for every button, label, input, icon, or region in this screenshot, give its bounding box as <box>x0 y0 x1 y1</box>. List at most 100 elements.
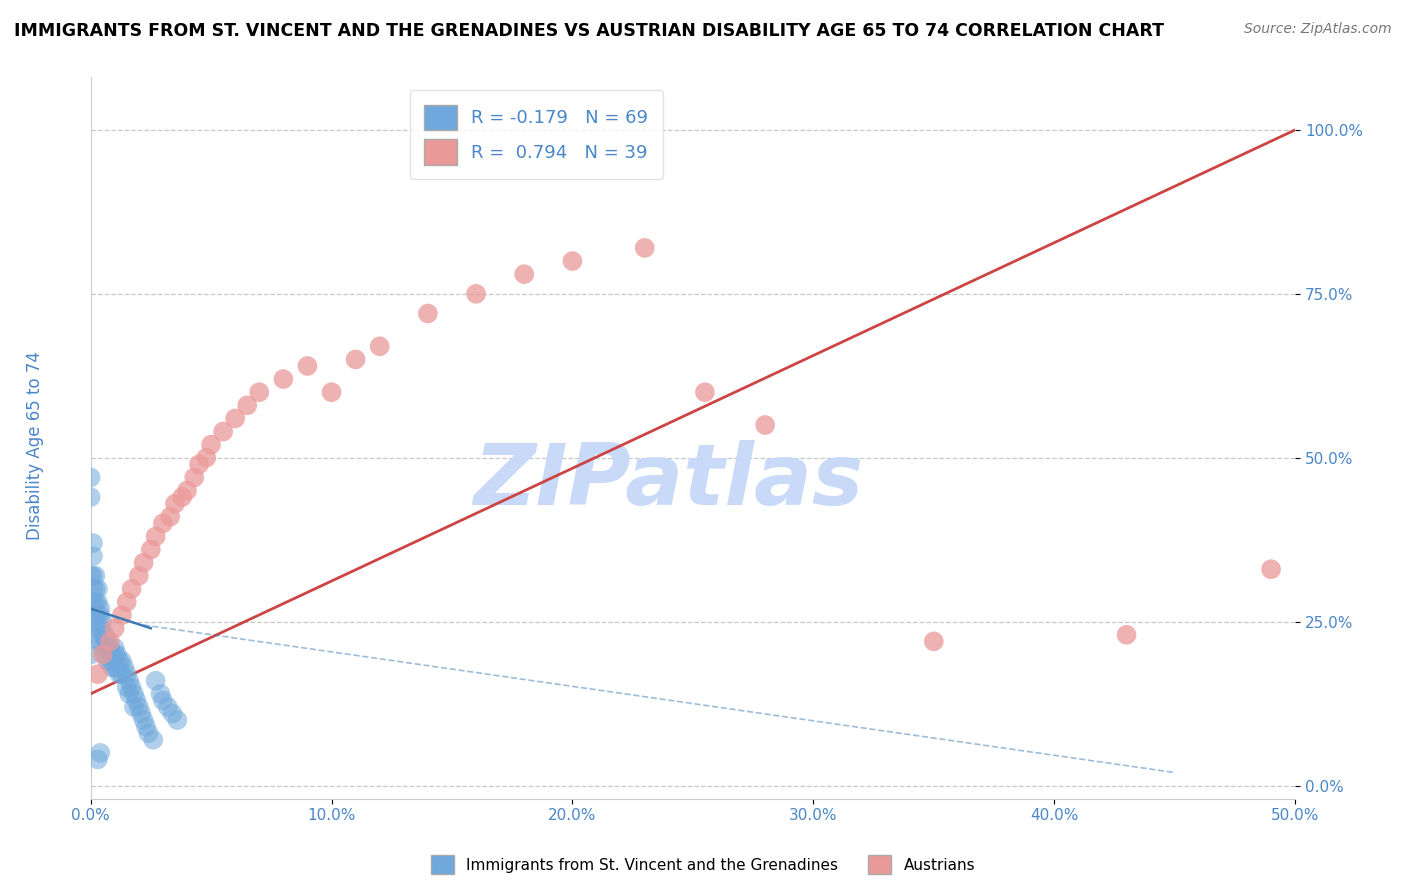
Point <box>108 654 131 668</box>
Text: Source: ZipAtlas.com: Source: ZipAtlas.com <box>1244 22 1392 37</box>
Point <box>273 372 295 386</box>
Point <box>89 601 111 615</box>
Point <box>754 417 776 432</box>
Point <box>145 673 167 688</box>
Point <box>101 660 124 674</box>
Point <box>79 490 101 504</box>
Text: IMMIGRANTS FROM ST. VINCENT AND THE GRENADINES VS AUSTRIAN DISABILITY AGE 65 TO : IMMIGRANTS FROM ST. VINCENT AND THE GREN… <box>14 22 1164 40</box>
Point <box>634 241 657 255</box>
Point <box>247 385 270 400</box>
Point <box>101 648 124 662</box>
Point <box>105 648 128 662</box>
Point <box>172 490 194 504</box>
Point <box>87 752 110 766</box>
Point <box>152 693 174 707</box>
Point <box>321 385 343 400</box>
Point <box>465 286 488 301</box>
Point <box>129 706 152 721</box>
Point <box>87 667 110 681</box>
Point <box>368 339 391 353</box>
Point <box>98 654 121 668</box>
Point <box>162 706 184 721</box>
Point <box>121 582 143 596</box>
Point <box>176 483 198 498</box>
Point <box>84 608 107 623</box>
Point <box>108 667 131 681</box>
Point <box>236 398 259 412</box>
Point <box>115 667 138 681</box>
Point <box>922 634 945 648</box>
Point <box>89 634 111 648</box>
Point <box>693 385 716 400</box>
Point <box>94 628 117 642</box>
Point <box>513 267 536 281</box>
Point <box>82 595 104 609</box>
Point <box>195 450 218 465</box>
Point <box>149 687 172 701</box>
Point <box>132 556 155 570</box>
Point <box>96 654 118 668</box>
Point <box>84 595 107 609</box>
Point <box>96 640 118 655</box>
Point <box>1260 562 1282 576</box>
Point <box>132 713 155 727</box>
Point <box>111 608 134 623</box>
Point <box>89 621 111 635</box>
Point <box>104 660 127 674</box>
Point <box>82 569 104 583</box>
Point <box>561 254 583 268</box>
Point <box>104 648 127 662</box>
Point <box>224 411 246 425</box>
Point <box>138 726 160 740</box>
Point <box>115 595 138 609</box>
Point <box>79 648 101 662</box>
Point <box>212 425 235 439</box>
Point <box>135 720 157 734</box>
Point <box>122 687 145 701</box>
Point <box>82 536 104 550</box>
Point <box>79 569 101 583</box>
Point <box>152 516 174 531</box>
Point <box>87 595 110 609</box>
Point <box>188 458 211 472</box>
Point <box>118 687 141 701</box>
Point <box>96 634 118 648</box>
Text: ZIPatlas: ZIPatlas <box>474 440 863 523</box>
Point <box>84 569 107 583</box>
Point <box>105 660 128 674</box>
Point <box>91 615 114 629</box>
Point <box>118 673 141 688</box>
Point <box>416 306 439 320</box>
Legend: R = -0.179   N = 69, R =  0.794   N = 39: R = -0.179 N = 69, R = 0.794 N = 39 <box>411 90 662 179</box>
Point <box>166 713 188 727</box>
Point <box>128 700 150 714</box>
Point <box>79 470 101 484</box>
Point <box>115 680 138 694</box>
Text: Disability Age 65 to 74: Disability Age 65 to 74 <box>27 351 44 541</box>
Point <box>139 542 162 557</box>
Point <box>89 608 111 623</box>
Point <box>145 529 167 543</box>
Point <box>87 621 110 635</box>
Point <box>163 497 186 511</box>
Point <box>200 437 222 451</box>
Point <box>121 680 143 694</box>
Point <box>128 569 150 583</box>
Point <box>156 700 179 714</box>
Point <box>91 640 114 655</box>
Point <box>91 648 114 662</box>
Point <box>125 693 148 707</box>
Point <box>87 608 110 623</box>
Point <box>1115 628 1137 642</box>
Point <box>82 582 104 596</box>
Point <box>94 634 117 648</box>
Point <box>82 549 104 563</box>
Point <box>111 654 134 668</box>
Point <box>297 359 319 373</box>
Point <box>111 667 134 681</box>
Point <box>79 628 101 642</box>
Point <box>91 628 114 642</box>
Point <box>98 640 121 655</box>
Point <box>159 509 181 524</box>
Point <box>84 582 107 596</box>
